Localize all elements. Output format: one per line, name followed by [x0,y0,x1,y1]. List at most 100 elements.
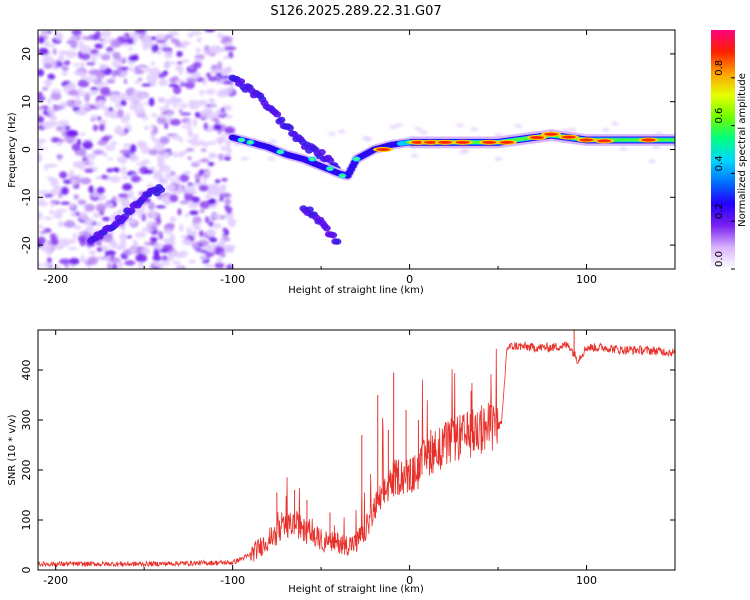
track-spot-core [278,150,283,154]
noise-blob [92,149,104,155]
noise-blob [141,35,152,45]
noise-blob [53,211,63,219]
noise-blob [204,216,210,224]
noise-blob [82,35,94,41]
noise-blob [94,30,102,39]
noise-blob [159,136,170,145]
noise-blob [110,242,118,249]
x-tick-label: 100 [576,273,597,286]
noise-blob [73,224,82,230]
snr-y-ticks: 0 100 200 300 400 [20,360,675,574]
noise-blob [137,77,143,82]
spectrogram-y-ticks: -20 -10 0 10 20 [20,47,675,254]
noise-blob [414,126,423,131]
noise-blob [172,85,182,95]
noise-blob [327,131,336,136]
noise-blob [169,233,176,242]
noise-blob [150,132,156,141]
noise-blob [82,140,93,150]
noise-blob [70,178,78,186]
noise-blob [108,106,113,112]
noise-blob [164,49,173,59]
noise-blob [163,227,174,235]
noise-blob [184,193,195,202]
noise-blob [149,236,158,243]
noise-blob [140,146,152,155]
noise-blob [138,141,148,148]
colorbar-tick-label: 0.0 [714,251,725,267]
noise-blob [119,149,131,155]
noise-blob [157,158,165,166]
noise-blob [208,198,217,205]
noise-blob [120,99,127,107]
noise-blob [221,177,228,182]
noise-blob [59,238,71,247]
noise-blob [178,223,184,232]
noise-blob [216,33,225,39]
noise-blob [96,82,108,86]
noise-blob [202,232,208,238]
track-blob [157,186,166,193]
noise-blob [67,83,75,89]
noise-blob [184,81,195,90]
noise-blob [177,208,182,216]
noise-blob [52,47,57,55]
noise-blob [83,104,89,109]
noise-blob [222,80,234,85]
noise-blob [167,253,174,262]
noise-blob [43,193,54,198]
track-blob [273,111,282,118]
noise-blob [187,132,194,138]
colorbar: 0.0 0.2 0.4 0.6 0.8 Normalized spectral ampl… [711,30,748,270]
noise-blob [218,153,224,161]
track-blob [317,148,326,156]
noise-blob [196,77,205,83]
secondary-tracks [87,74,342,245]
noise-blob [129,67,134,72]
noise-blob [188,79,198,83]
noise-blob [153,242,164,249]
noise-blob [92,212,101,219]
noise-blob [116,155,128,164]
noise-blob [211,46,223,54]
noise-blob [178,109,184,114]
noise-blob [228,221,236,228]
noise-blob [212,214,223,218]
noise-blob [125,235,133,239]
noise-blob [38,36,45,44]
y-tick-label: 200 [20,460,33,481]
hot-spot-core [579,138,594,142]
noise-blob [71,30,82,36]
noise-blob [60,186,69,196]
noise-blob [178,67,184,76]
noise-blob [57,154,62,161]
noise-blob [161,260,171,266]
signal-track [227,129,675,181]
colorbar-title: Normalized spectral amplitude [737,73,748,227]
noise-blob [71,143,81,152]
noise-blob [77,199,87,205]
noise-blob [98,123,106,132]
noise-blob [134,66,140,70]
noise-blob [87,256,99,266]
noise-blob [133,68,145,75]
colorbar-tick-label: 0.6 [714,108,725,124]
snr-y-axis-title: SNR (10 * v/v) [7,414,18,485]
noise-blob [68,89,79,96]
noise-blob [165,222,175,229]
noise-blob [205,88,216,95]
noise-blob [122,183,133,191]
noise-blob [104,145,116,151]
noise-blob [57,220,64,228]
noise-blob [226,264,234,269]
noise-blob [96,115,102,121]
noise-blob [180,234,187,239]
noise-blob [187,182,194,187]
noise-blob [199,200,211,209]
noise-blob [47,107,56,115]
snr-marks [38,330,675,568]
track-blob [305,206,314,213]
noise-blob [220,107,225,113]
noise-blob [611,121,620,126]
noise-blob [38,196,43,203]
